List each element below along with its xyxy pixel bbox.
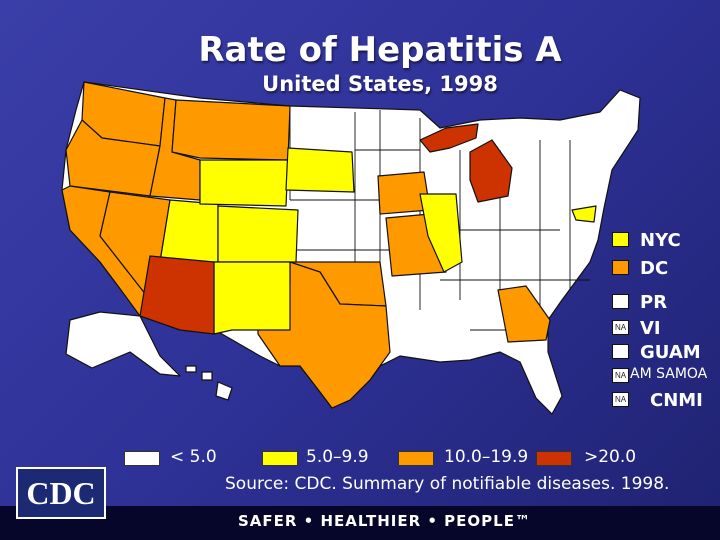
state-UT xyxy=(159,199,219,263)
territory-label: AM SAMOA xyxy=(630,366,708,382)
source-citation: Source: CDC. Summary of notifiable disea… xyxy=(225,474,670,494)
state-WY xyxy=(199,159,289,207)
legend-swatch-orange xyxy=(398,451,434,466)
territory-label: DC xyxy=(640,258,669,279)
territory-swatch: NA xyxy=(612,368,629,383)
legend-swatch-red xyxy=(536,451,572,466)
state-AZ xyxy=(139,255,215,335)
legend-label: >20.0 xyxy=(584,447,637,467)
cdc-logo: CDC xyxy=(16,467,106,519)
legend-label: 5.0–9.9 xyxy=(306,447,369,467)
state-CO xyxy=(217,205,299,263)
legend-swatch-white xyxy=(124,451,160,466)
footer-bar xyxy=(0,506,720,540)
territory-swatch: NA xyxy=(612,320,629,335)
legend-label: 10.0–19.9 xyxy=(444,447,529,467)
state-IL xyxy=(419,193,463,273)
territory-swatch: NA xyxy=(612,392,629,407)
state-HI xyxy=(185,365,233,401)
state-GA xyxy=(497,285,551,343)
territory-label: CNMI xyxy=(650,390,703,411)
legend-swatch-yellow xyxy=(262,451,298,466)
territory-swatch xyxy=(612,260,629,275)
territory-swatch xyxy=(612,232,629,247)
state-AK xyxy=(65,311,181,377)
territory-swatch xyxy=(612,294,629,309)
state-MT xyxy=(171,99,291,161)
state-SD xyxy=(285,147,355,193)
state-MI-upper xyxy=(419,123,479,153)
territory-label: GUAM xyxy=(640,342,701,363)
state-MD xyxy=(571,205,597,223)
state-NM xyxy=(213,261,291,335)
tagline: SAFER • HEALTHIER • PEOPLE™ xyxy=(238,512,531,530)
map-subtitle: United States, 1998 xyxy=(262,72,498,96)
territory-label: VI xyxy=(640,318,661,339)
territory-label: PR xyxy=(640,292,668,313)
territory-label: NYC xyxy=(640,230,681,251)
state-TX xyxy=(257,261,391,409)
state-MI xyxy=(469,139,513,203)
legend-label: < 5.0 xyxy=(170,447,217,467)
territory-swatch xyxy=(612,344,629,359)
map-title: Rate of Hepatitis A xyxy=(198,30,562,70)
